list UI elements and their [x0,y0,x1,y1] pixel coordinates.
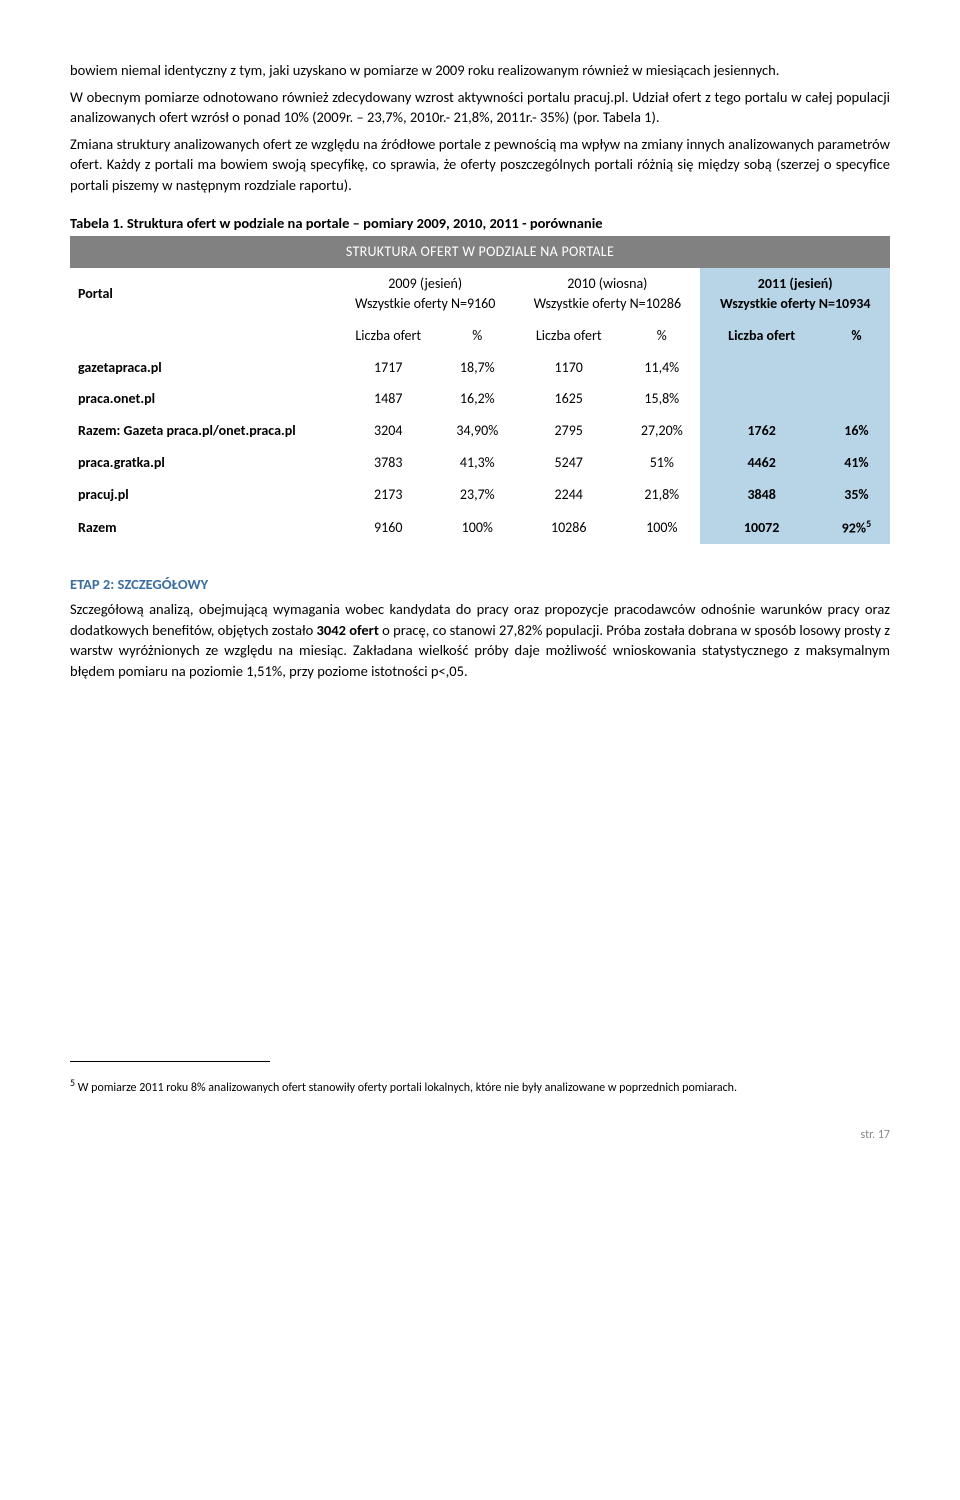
cell: 3848 [700,479,822,511]
hdr-2011-sub: Wszystkie oferty N=10934 [708,294,882,314]
table-row: Razem: Gazeta praca.pl/onet.praca.pl 320… [70,415,890,447]
table-row: pracuj.pl 2173 23,7% 2244 21,8% 3848 35% [70,479,890,511]
footnote: 5 W pomiarze 2011 roku 8% analizowanych … [70,1076,890,1096]
cell [823,383,890,415]
footnote-text: W pomiarze 2011 roku 8% analizowanych of… [75,1081,737,1095]
cell: 10072 [700,511,822,545]
cell: 51% [623,447,700,479]
sub-p2: % [623,320,700,352]
hdr-2009: 2009 (jesień) Wszystkie oferty N=9160 [336,268,514,320]
cell: 1625 [514,383,623,415]
cell: 10286 [514,511,623,545]
cell: 1762 [700,415,822,447]
table-row: praca.onet.pl 1487 16,2% 1625 15,8% [70,383,890,415]
footnote-ref: 5 [866,517,871,530]
cell: 2244 [514,479,623,511]
cell: 2173 [336,479,440,511]
cell: 1487 [336,383,440,415]
cell: 41% [823,447,890,479]
cell-val: 92% [842,520,866,537]
hdr-2010-top: 2010 (wiosna) [522,274,692,294]
table-banner-row: STRUKTURA OFERT W PODZIALE NA PORTALE [70,236,890,268]
cell: 9160 [336,511,440,545]
table-row: gazetapraca.pl 1717 18,7% 1170 11,4% [70,352,890,384]
sub-n1: Liczba ofert [336,320,440,352]
cell-label: gazetapraca.pl [70,352,336,384]
footnote-separator [70,1061,270,1062]
para-2: W obecnym pomiarze odnotowano również zd… [70,87,890,128]
cell: 41,3% [440,447,514,479]
cell: 11,4% [623,352,700,384]
etap-bold: 3042 ofert [317,621,379,639]
hdr-2011: 2011 (jesień) Wszystkie oferty N=10934 [700,268,890,320]
cell-label: praca.onet.pl [70,383,336,415]
page-number: str. 17 [70,1127,890,1144]
cell-label: praca.gratka.pl [70,447,336,479]
cell: 23,7% [440,479,514,511]
table-caption: Tabela 1. Struktura ofert w podziale na … [70,213,890,234]
hdr-2010-sub: Wszystkie oferty N=10286 [522,294,692,314]
cell-last-sup: 92%5 [823,511,890,545]
table-row: praca.gratka.pl 3783 41,3% 5247 51% 4462… [70,447,890,479]
cell: 3204 [336,415,440,447]
hdr-2011-top: 2011 (jesień) [708,274,882,294]
cell-label: Razem: Gazeta praca.pl/onet.praca.pl [70,415,336,447]
cell: 100% [440,511,514,545]
etap-heading: ETAP 2: SZCZEGÓŁOWY [70,574,890,595]
cell: 15,8% [623,383,700,415]
cell: 34,90% [440,415,514,447]
cell: 1717 [336,352,440,384]
cell [700,352,822,384]
etap-body: Szczegółową analizą, obejmującą wymagani… [70,599,890,681]
cell: 4462 [700,447,822,479]
cell [700,383,822,415]
cell: 3783 [336,447,440,479]
sub-p1: % [440,320,514,352]
sub-p3: % [823,320,890,352]
sub-n2: Liczba ofert [514,320,623,352]
cell [823,352,890,384]
sub-n3: Liczba ofert [700,320,822,352]
hdr-2010: 2010 (wiosna) Wszystkie oferty N=10286 [514,268,700,320]
cell: 100% [623,511,700,545]
cell: 18,7% [440,352,514,384]
hdr-2009-sub: Wszystkie oferty N=9160 [344,294,506,314]
cell: 21,8% [623,479,700,511]
para-3: Zmiana struktury analizowanych ofert ze … [70,134,890,196]
table-subheader-row: Liczba ofert % Liczba ofert % Liczba ofe… [70,320,890,352]
data-table: STRUKTURA OFERT W PODZIALE NA PORTALE Po… [70,236,890,544]
cell-label: Razem [70,511,336,545]
cell: 35% [823,479,890,511]
sub-empty [70,320,336,352]
cell: 1170 [514,352,623,384]
table-header-row-1: Portal 2009 (jesień) Wszystkie oferty N=… [70,268,890,320]
hdr-portal: Portal [70,268,336,320]
table-banner: STRUKTURA OFERT W PODZIALE NA PORTALE [70,236,890,268]
cell: 16,2% [440,383,514,415]
para-1: bowiem niemal identyczny z tym, jaki uzy… [70,60,890,81]
cell: 27,20% [623,415,700,447]
hdr-2009-top: 2009 (jesień) [344,274,506,294]
table-row-total: Razem 9160 100% 10286 100% 10072 92%5 [70,511,890,545]
cell: 16% [823,415,890,447]
cell-label: pracuj.pl [70,479,336,511]
cell: 5247 [514,447,623,479]
cell: 2795 [514,415,623,447]
